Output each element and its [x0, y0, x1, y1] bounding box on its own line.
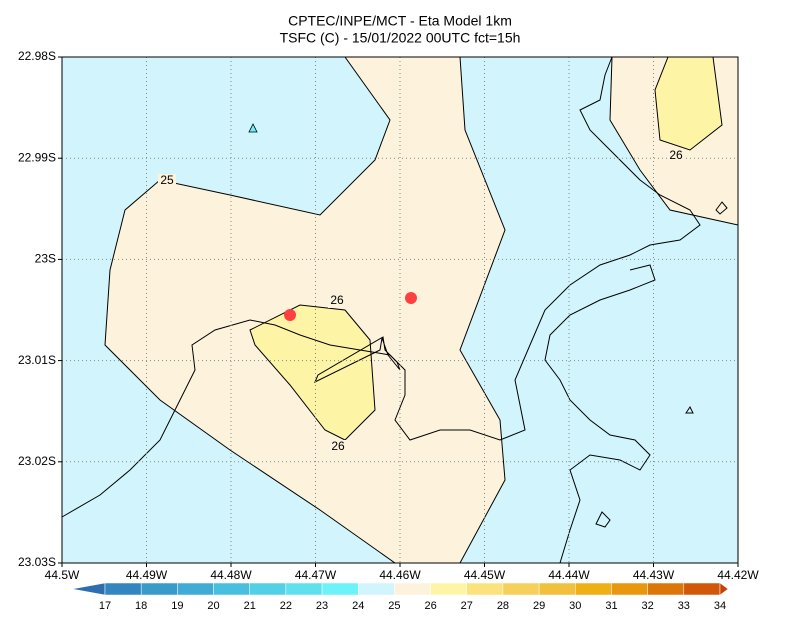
grid: [62, 57, 738, 563]
contour-label: 26: [669, 148, 683, 162]
colorbar-box: [213, 582, 250, 596]
colorbar: 17 18 19 20 21 22 23 24 25 26 27 28 29 30 31 32 33 34: [71, 582, 729, 612]
colorbar-box: [647, 582, 685, 596]
colorbar-label: 32: [642, 600, 654, 612]
colorbar-label: 28: [497, 600, 509, 612]
lon-label: 44.47W: [295, 568, 337, 582]
colorbar-box: [575, 582, 612, 596]
colorbar-label: 25: [388, 600, 400, 612]
colorbar-label: 23: [316, 600, 328, 612]
lat-label: 23S: [35, 252, 56, 266]
lat-label: 22.99S: [18, 150, 56, 164]
colorbar-label: 27: [461, 600, 473, 612]
lon-label: 44.45W: [464, 568, 506, 582]
colorbar-box: [249, 582, 287, 596]
colorbar-label: 19: [171, 600, 183, 612]
title-line: CPTEC/INPE/MCT - Eta Model 1km: [288, 13, 512, 29]
colorbar-box: [140, 582, 178, 596]
colorbar-label: 24: [352, 600, 364, 612]
contour-label-bg: [328, 294, 346, 308]
coastline: [544, 264, 656, 564]
colorbar-box: [466, 582, 504, 596]
lon-label: 44.43W: [633, 568, 675, 582]
lon-label: 44.48W: [210, 568, 252, 582]
title-line: TSFC (C) - 15/01/2022 00UTC fct=15h: [280, 30, 521, 46]
colorbar-label: 21: [244, 600, 256, 612]
coastline: [61, 56, 701, 518]
temp-26-region: [249, 304, 376, 441]
colorbar-label: 34: [714, 600, 726, 612]
coastline: [314, 336, 401, 384]
colorbar-below: [71, 582, 106, 596]
colorbar-label: 26: [424, 600, 436, 612]
colorbar-box: [285, 582, 323, 596]
colorbar-box: [321, 582, 359, 596]
contour-label-bg: [158, 174, 176, 188]
lon-label: 44.49W: [126, 568, 168, 582]
colorbar-box: [104, 582, 142, 596]
colorbar-box: [683, 582, 721, 596]
station-point: [284, 309, 296, 321]
lon-label: 44.46W: [379, 568, 421, 582]
lon-label: 44.42W: [717, 568, 759, 582]
colorbar-label: 22: [280, 600, 292, 612]
lon-label: 44.5W: [45, 568, 80, 582]
colorbar-box: [177, 582, 214, 596]
coastline: [595, 511, 611, 528]
colorbar-box: [394, 582, 431, 596]
map-area: [61, 56, 739, 564]
coastline: [685, 406, 694, 414]
colorbar-above: [719, 582, 729, 596]
contour-label: 26: [330, 293, 344, 307]
colorbar-label: 33: [678, 600, 690, 612]
colorbar-box: [502, 582, 540, 596]
lon-label: 44.44W: [548, 568, 590, 582]
colorbar-label: 17: [99, 600, 111, 612]
colorbar-label: 20: [207, 600, 219, 612]
station-point: [405, 292, 417, 304]
contour-label-bg: [667, 149, 685, 163]
colorbar-box: [430, 582, 468, 596]
contour-label-bg: [329, 440, 347, 454]
colorbar-label: 18: [135, 600, 147, 612]
contour-label: 26: [331, 439, 345, 453]
lat-label: 23.02S: [18, 454, 56, 468]
contour-label: 25: [160, 173, 174, 187]
island: [248, 123, 258, 133]
coastline: [715, 201, 728, 215]
colorbar-box: [538, 582, 576, 596]
lat-label: 23.03S: [18, 555, 56, 569]
lat-label: 22.98S: [18, 49, 56, 63]
colorbar-label: 31: [605, 600, 617, 612]
colorbar-box: [357, 582, 395, 596]
colorbar-label: 30: [569, 600, 581, 612]
lat-label: 23.01S: [18, 353, 56, 367]
colorbar-label: 29: [533, 600, 545, 612]
colorbar-box: [611, 582, 648, 596]
